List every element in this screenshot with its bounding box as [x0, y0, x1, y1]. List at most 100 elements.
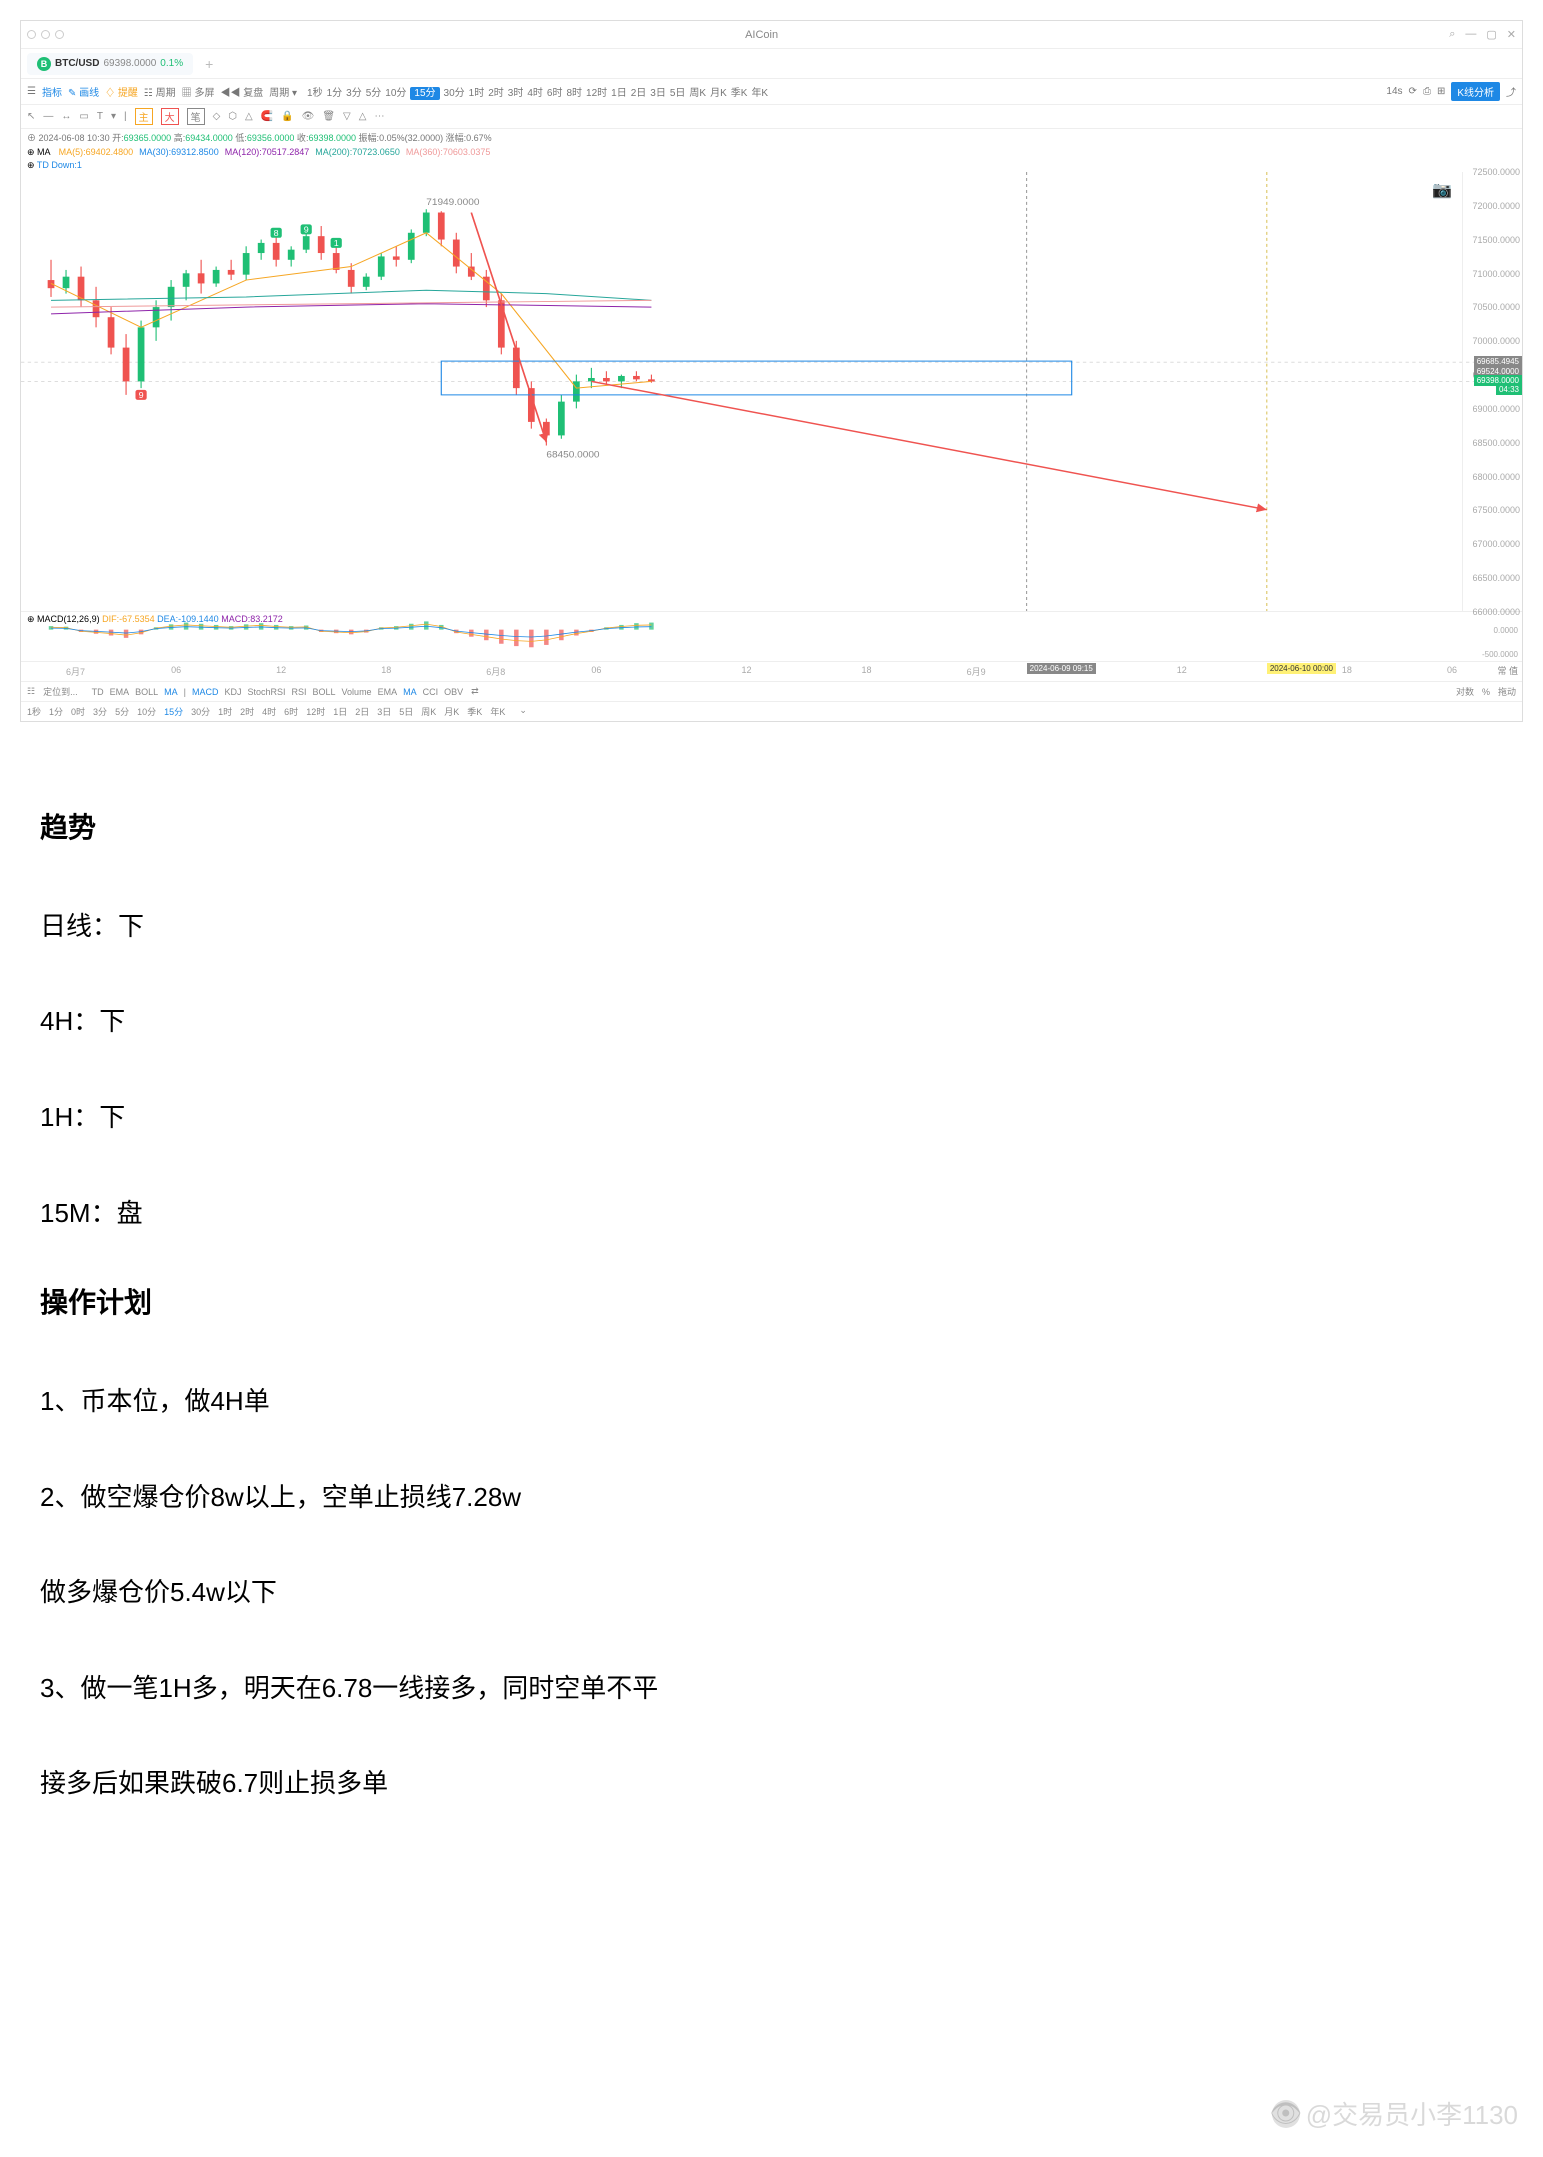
time-季K[interactable]: 季K: [467, 705, 482, 718]
kline-analysis-button[interactable]: K线分析: [1451, 82, 1500, 101]
indicator-MA[interactable]: MA: [403, 687, 417, 697]
settings-icon[interactable]: ⊞: [1437, 86, 1445, 97]
tool-icon[interactable]: ⬡: [228, 111, 237, 122]
timeframe-4时[interactable]: 4时: [527, 88, 543, 99]
locate-button[interactable]: 定位到...: [43, 685, 78, 698]
time-2时[interactable]: 2时: [240, 705, 254, 718]
filter-icon[interactable]: ▽: [343, 111, 351, 122]
time-6时[interactable]: 6时: [284, 705, 298, 718]
timeframe-1秒[interactable]: 1秒: [307, 88, 323, 99]
eye-icon[interactable]: 👁: [302, 111, 315, 122]
time-3分[interactable]: 3分: [93, 705, 107, 718]
time-30分[interactable]: 30分: [191, 705, 210, 718]
time-2日[interactable]: 2日: [355, 705, 369, 718]
macd-panel[interactable]: ⊕ MACD(12,26,9) DIF:-67.5354 DEA:-109.14…: [21, 612, 1522, 662]
time-4时[interactable]: 4时: [262, 705, 276, 718]
timeframe-年K[interactable]: 年K: [751, 88, 768, 99]
indicator-opt[interactable]: 拖动: [1498, 687, 1516, 697]
timeframe-12时[interactable]: 12时: [586, 88, 607, 99]
price-chart[interactable]: 71949.000068450.00009891 72500.000072000…: [21, 172, 1522, 612]
time-0时[interactable]: 0时: [71, 705, 85, 718]
indicator-StochRSI[interactable]: StochRSI: [247, 687, 285, 697]
indicator-CCI[interactable]: CCI: [423, 687, 439, 697]
timeframe-2时[interactable]: 2时: [488, 88, 504, 99]
time-月K[interactable]: 月K: [444, 705, 459, 718]
toolbar-draw[interactable]: ✎ 画线: [68, 84, 99, 99]
timeframe-1分[interactable]: 1分: [327, 88, 343, 99]
timeframe-2日[interactable]: 2日: [631, 88, 647, 99]
indicator-Volume[interactable]: Volume: [342, 687, 372, 697]
indicator-OBV[interactable]: OBV: [444, 687, 463, 697]
indicator-MA[interactable]: MA: [164, 687, 178, 697]
close-icon[interactable]: [27, 30, 36, 39]
timeframe-3日[interactable]: 3日: [650, 88, 666, 99]
time-12时[interactable]: 12时: [306, 705, 325, 718]
toolbar-multiscreen[interactable]: ▦ 多屏: [182, 84, 215, 99]
tab-btcusd[interactable]: B BTC/USD 69398.0000 0.1%: [27, 53, 193, 75]
menu-icon[interactable]: ☰: [27, 86, 36, 97]
zoom-icon[interactable]: [55, 30, 64, 39]
time-1时[interactable]: 1时: [218, 705, 232, 718]
lock-icon[interactable]: 🔒: [281, 111, 293, 122]
timeframe-3时[interactable]: 3时: [508, 88, 524, 99]
toolbar-indicator[interactable]: 指标: [42, 84, 62, 99]
share-icon[interactable]: ⤴: [1506, 84, 1516, 99]
time-1日[interactable]: 1日: [333, 705, 347, 718]
time-3日[interactable]: 3日: [377, 705, 391, 718]
toolbar-period2[interactable]: 周期 ▾: [269, 84, 297, 99]
trash-icon[interactable]: 🗑: [322, 111, 335, 122]
maximize-icon[interactable]: ▢: [1486, 28, 1496, 41]
dropdown-icon[interactable]: ▾: [111, 111, 116, 122]
magnet-icon[interactable]: 🧲: [261, 111, 273, 122]
zhu-buy[interactable]: 笔: [187, 108, 205, 125]
tool-icon[interactable]: ◇: [213, 111, 221, 122]
timeframe-5日[interactable]: 5日: [670, 88, 686, 99]
minimize-icon[interactable]: [41, 30, 50, 39]
timeframe-8时[interactable]: 8时: [566, 88, 582, 99]
time-10分[interactable]: 10分: [137, 705, 156, 718]
search-icon[interactable]: ⌕: [1449, 28, 1455, 41]
time-5日[interactable]: 5日: [399, 705, 413, 718]
window-controls[interactable]: [27, 30, 64, 39]
minimize-icon[interactable]: —: [1465, 28, 1476, 41]
timeframe-10分[interactable]: 10分: [385, 88, 406, 99]
time-15分[interactable]: 15分: [164, 705, 183, 718]
cursor-icon[interactable]: ↖: [27, 111, 35, 122]
toolbar-alert[interactable]: ♢ 提醒: [105, 84, 138, 99]
text-icon[interactable]: T: [97, 111, 103, 122]
toolbar-replay[interactable]: ◀◀ 复盘: [220, 84, 263, 99]
time-1分[interactable]: 1分: [49, 705, 63, 718]
triangle-icon[interactable]: △: [359, 111, 367, 122]
time-年K[interactable]: 年K: [490, 705, 505, 718]
indicator-EMA[interactable]: EMA: [110, 687, 130, 697]
line-icon[interactable]: —: [43, 111, 53, 122]
refresh-icon[interactable]: ⟳: [1409, 86, 1417, 97]
time-周K[interactable]: 周K: [421, 705, 436, 718]
time-5分[interactable]: 5分: [115, 705, 129, 718]
timeframe-5分[interactable]: 5分: [366, 88, 382, 99]
timeframe-1日[interactable]: 1日: [611, 88, 627, 99]
indicator-KDJ[interactable]: KDJ: [224, 687, 241, 697]
close-icon[interactable]: ✕: [1507, 28, 1516, 41]
toolbar-period[interactable]: ☷ 周期: [144, 84, 176, 99]
timeframe-3分[interactable]: 3分: [346, 88, 362, 99]
add-tab-icon[interactable]: +: [205, 56, 213, 72]
time-1秒[interactable]: 1秒: [27, 705, 41, 718]
rect-icon[interactable]: ▭: [79, 111, 88, 122]
timeframe-季K[interactable]: 季K: [731, 88, 748, 99]
more-icon[interactable]: ⇄: [471, 686, 479, 697]
ray-icon[interactable]: ↔: [61, 111, 71, 122]
indicator-RSI[interactable]: RSI: [292, 687, 307, 697]
tool-icon[interactable]: △: [245, 111, 253, 122]
camera-icon[interactable]: ⎙: [1423, 86, 1431, 97]
indicator-BOLL[interactable]: BOLL: [135, 687, 158, 697]
indicator-BOLL[interactable]: BOLL: [313, 687, 336, 697]
indicator-opt[interactable]: %: [1482, 687, 1490, 697]
timeframe-月K[interactable]: 月K: [710, 88, 727, 99]
timeframe-6时[interactable]: 6时: [547, 88, 563, 99]
timeframe-30分[interactable]: 30分: [444, 88, 465, 99]
more-icon[interactable]: ⋯: [374, 111, 384, 122]
timeframe-15分[interactable]: 15分: [410, 87, 439, 100]
timeframe-周K[interactable]: 周K: [689, 88, 706, 99]
indicator-opt[interactable]: 对数: [1456, 687, 1474, 697]
